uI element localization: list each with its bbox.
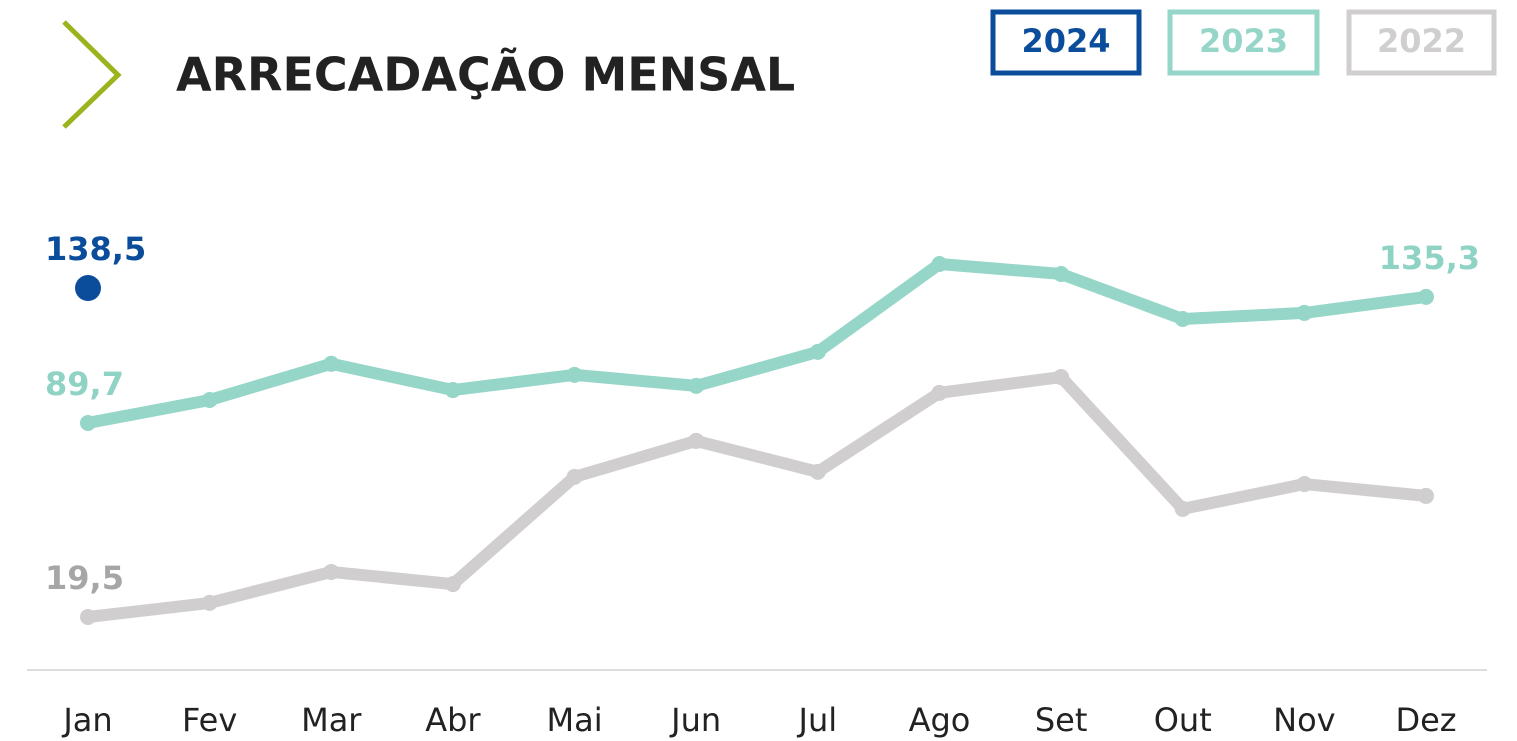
data-point [1418,487,1434,504]
data-point [323,563,340,580]
data-point [323,355,340,372]
legend-box [1346,9,1497,76]
data-point [80,414,96,431]
data-point [1296,476,1313,493]
x-tick-label: Set [1035,701,1088,739]
data-point [809,343,826,360]
x-tick-label: Jan [61,701,112,739]
legend-label: 2023 [1199,22,1288,60]
data-point [1053,265,1070,282]
x-tick-label: Mar [301,701,362,739]
x-tick-label: Fev [182,701,237,739]
data-point [688,377,705,394]
series-line [86,258,1427,429]
data-point [931,384,948,401]
x-tick-label: Ago [909,701,971,739]
data-point [931,256,948,272]
x-tick-label: Jul [797,701,838,739]
data-point [75,275,101,302]
data-point [688,432,705,449]
data-point [566,468,583,485]
chart-title: ARRECADAÇÃO MENSAL [176,47,795,102]
x-tick-label: Out [1154,701,1212,739]
data-point [80,609,96,625]
data-point [1174,311,1191,328]
x-tick-label: Jun [669,701,721,739]
chevron-icon [62,20,122,129]
data-point [809,463,826,480]
data-point [201,594,218,611]
data-label: 138,5 [45,230,146,268]
x-tick-label: Mai [546,701,602,739]
x-tick-label: Abr [425,701,481,739]
data-label: 19,5 [45,559,124,597]
legend-label: 2022 [1377,22,1466,60]
data-label: 89,7 [45,365,124,403]
data-point [444,576,461,593]
x-tick-label: Nov [1273,701,1335,739]
data-point [201,392,218,409]
data-point [1174,500,1191,517]
data-label: 135,3 [1379,239,1480,277]
legend-label: 2024 [1021,22,1110,60]
data-point [1296,304,1313,321]
data-point [444,382,461,399]
data-point [1418,288,1434,305]
data-point [1053,369,1070,386]
series-line [87,371,1427,623]
x-tick-label: Dez [1395,701,1456,739]
data-point [566,366,583,383]
legend-box [1167,9,1320,76]
legend-box [990,9,1142,76]
